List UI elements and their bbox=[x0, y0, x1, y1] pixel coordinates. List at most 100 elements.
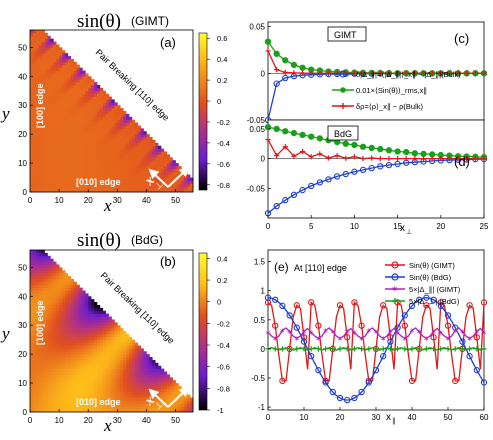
heatmap-cell bbox=[91, 307, 95, 312]
heatmap-cell bbox=[53, 406, 57, 410]
heatmap-cell bbox=[73, 148, 77, 152]
heatmap-cell bbox=[50, 171, 54, 175]
heatmap-cell bbox=[120, 385, 124, 390]
heatmap-cell bbox=[91, 113, 95, 118]
heatmap-cell bbox=[108, 168, 112, 173]
heatmap-cell bbox=[85, 354, 89, 358]
heatmap-cell bbox=[30, 316, 34, 320]
heatmap-cell bbox=[76, 99, 80, 103]
heatmap-cell bbox=[114, 362, 118, 367]
heatmap-cell bbox=[50, 377, 54, 381]
heatmap-cell bbox=[62, 394, 66, 398]
heatmap-cell bbox=[59, 174, 63, 178]
heatmap-cell bbox=[32, 322, 37, 326]
heatmap-cell bbox=[123, 125, 127, 129]
heatmap-cell bbox=[152, 400, 156, 404]
heatmap-cell bbox=[76, 351, 80, 355]
heatmap-cell bbox=[67, 302, 72, 306]
series-point-1 bbox=[308, 133, 315, 140]
heatmap-cell bbox=[131, 400, 136, 404]
heatmap-cell bbox=[38, 113, 42, 118]
heatmap-cell bbox=[105, 108, 109, 112]
heatmap-cell bbox=[56, 325, 60, 329]
heatmap-cell bbox=[79, 67, 83, 71]
heatmap-cell bbox=[166, 409, 171, 413]
heatmap-cell bbox=[50, 125, 54, 129]
heatmap-cell bbox=[175, 409, 179, 413]
heatmap-cell bbox=[128, 374, 133, 378]
heatmap-cell bbox=[102, 163, 107, 167]
heatmap-cell bbox=[32, 406, 37, 410]
heatmap-cell bbox=[163, 177, 168, 181]
heatmap-cell bbox=[105, 325, 109, 329]
heatmap-cell bbox=[111, 388, 115, 393]
heatmap-cell bbox=[62, 79, 66, 83]
heatmap-cell bbox=[30, 403, 34, 407]
heatmap-cell bbox=[85, 168, 89, 173]
heatmap-cell bbox=[32, 99, 37, 103]
heatmap-cell bbox=[53, 148, 57, 152]
heatmap-cell bbox=[158, 406, 162, 410]
heatmap-cell bbox=[50, 82, 54, 86]
heatmap-cell bbox=[79, 189, 83, 193]
heatmap-cell bbox=[149, 377, 153, 381]
panel-e-subtitle: At [110] edge bbox=[294, 263, 347, 273]
heatmap-cell bbox=[94, 134, 98, 138]
heatmap-cell bbox=[73, 111, 77, 115]
heatmap-cell bbox=[59, 281, 63, 286]
heatmap-cell bbox=[67, 82, 72, 86]
x-tick-label: 0 bbox=[266, 413, 271, 422]
heatmap-cell bbox=[50, 406, 54, 410]
heatmap-cell bbox=[117, 333, 121, 338]
heatmap-cell bbox=[128, 357, 133, 361]
heatmap-cell bbox=[105, 397, 109, 401]
heatmap-cell bbox=[96, 380, 101, 384]
heatmap-cell bbox=[99, 319, 104, 323]
heatmap-cell bbox=[152, 377, 156, 381]
heatmap-cell bbox=[64, 61, 69, 66]
heatmap-cell bbox=[30, 119, 34, 123]
series-point-0 bbox=[336, 302, 344, 309]
heatmap-cell bbox=[96, 116, 101, 121]
heatmap-cell bbox=[117, 348, 121, 352]
heatmap-cell bbox=[143, 142, 147, 147]
heatmap-cell bbox=[114, 385, 118, 390]
heatmap-cell bbox=[62, 406, 66, 410]
heatmap-cell bbox=[35, 273, 40, 277]
heatmap-cell bbox=[76, 307, 80, 312]
heatmap-cell bbox=[163, 160, 168, 164]
heatmap-cell bbox=[73, 380, 77, 384]
heatmap-cell bbox=[102, 189, 107, 193]
heatmap-cell bbox=[32, 105, 37, 109]
heatmap-cell bbox=[120, 391, 124, 395]
heatmap-cell bbox=[44, 374, 48, 378]
heatmap-cell bbox=[41, 333, 45, 338]
heatmap-cell bbox=[96, 180, 101, 184]
heatmap-cell bbox=[44, 139, 48, 144]
heatmap-cell bbox=[172, 160, 176, 164]
heatmap-cell bbox=[50, 362, 54, 367]
heatmap-cell bbox=[190, 180, 194, 184]
heatmap-cell bbox=[59, 76, 63, 80]
heatmap-cell bbox=[128, 171, 133, 175]
heatmap-cell bbox=[62, 58, 66, 63]
heatmap-cell bbox=[88, 154, 92, 158]
heatmap-cell bbox=[38, 70, 42, 74]
heatmap-cell bbox=[73, 406, 77, 410]
heatmap-cell bbox=[41, 38, 45, 42]
heatmap-cell bbox=[73, 163, 77, 167]
heatmap-cell bbox=[137, 142, 141, 147]
heatmap-cell bbox=[50, 388, 54, 393]
heatmap-cell bbox=[79, 145, 83, 149]
heatmap-cell bbox=[35, 160, 40, 164]
heatmap-cell bbox=[143, 400, 147, 404]
heatmap-cell bbox=[172, 165, 176, 170]
series-point-0 bbox=[273, 202, 280, 210]
heatmap-cell bbox=[114, 368, 118, 372]
heatmap-cell bbox=[88, 333, 92, 338]
heatmap-cell bbox=[53, 348, 57, 352]
heatmap-cell bbox=[85, 105, 89, 109]
heatmap-cell bbox=[134, 160, 139, 164]
heatmap-cell bbox=[91, 148, 95, 152]
heatmap-cell bbox=[99, 102, 104, 106]
